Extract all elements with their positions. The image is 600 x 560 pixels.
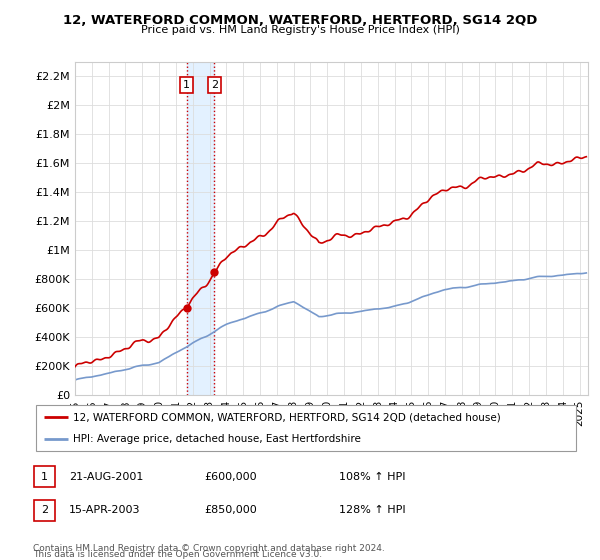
- Text: 15-APR-2003: 15-APR-2003: [69, 505, 140, 515]
- Bar: [187, 62, 214, 395]
- Text: Price paid vs. HM Land Registry's House Price Index (HPI): Price paid vs. HM Land Registry's House …: [140, 25, 460, 35]
- Text: 12, WATERFORD COMMON, WATERFORD, HERTFORD, SG14 2QD: 12, WATERFORD COMMON, WATERFORD, HERTFOR…: [63, 14, 537, 27]
- Text: 1: 1: [41, 472, 48, 482]
- Text: 128% ↑ HPI: 128% ↑ HPI: [339, 505, 406, 515]
- Text: 1: 1: [183, 80, 190, 90]
- FancyBboxPatch shape: [34, 500, 55, 521]
- Text: £850,000: £850,000: [204, 505, 257, 515]
- Text: 12, WATERFORD COMMON, WATERFORD, HERTFORD, SG14 2QD (detached house): 12, WATERFORD COMMON, WATERFORD, HERTFOR…: [73, 412, 500, 422]
- Text: 108% ↑ HPI: 108% ↑ HPI: [339, 472, 406, 482]
- Text: 2: 2: [41, 505, 48, 515]
- Text: This data is licensed under the Open Government Licence v3.0.: This data is licensed under the Open Gov…: [33, 550, 322, 559]
- Text: £600,000: £600,000: [204, 472, 257, 482]
- Text: HPI: Average price, detached house, East Hertfordshire: HPI: Average price, detached house, East…: [73, 435, 361, 444]
- Text: 2: 2: [211, 80, 218, 90]
- Text: Contains HM Land Registry data © Crown copyright and database right 2024.: Contains HM Land Registry data © Crown c…: [33, 544, 385, 553]
- Text: 21-AUG-2001: 21-AUG-2001: [69, 472, 143, 482]
- FancyBboxPatch shape: [34, 466, 55, 487]
- FancyBboxPatch shape: [36, 405, 576, 451]
